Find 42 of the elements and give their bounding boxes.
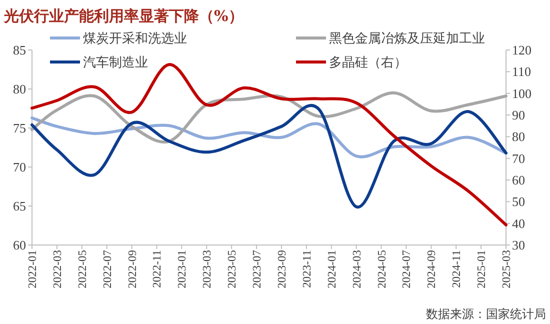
y2-tick-label: 80 [512,129,525,144]
chart-title: 光伏行业产能利用率显著下降（%） [3,7,244,25]
y2-tick-label: 40 [512,216,525,231]
legend-label: 汽车制造业 [83,56,148,70]
legend-label: 煤炭开采和洗选业 [83,32,187,46]
x-tick-label: 2025-03 [501,250,513,288]
x-tick-label: 2023-09 [276,250,288,288]
y-tick-label: 80 [13,82,26,96]
y-tick-label: 60 [13,238,26,252]
x-tick-label: 2022-05 [76,250,89,288]
x-tick-label: 2022-09 [126,250,139,288]
y2-tick-label: 120 [512,42,532,58]
y2-tick-label: 50 [512,194,525,210]
x-tick-label: 2023-07 [252,250,264,288]
y-tick-label: 75 [13,120,26,136]
y2-tick-label: 110 [512,64,532,80]
x-tick-label: 2024-01 [326,250,338,288]
x-tick-label: 2022-11 [152,250,164,288]
x-tick-label: 2024-03 [351,250,364,288]
x-tick-label: 2024-05 [376,250,388,288]
y2-tick-label: 100 [512,86,532,101]
x-tick-label: 2022-03 [52,250,64,288]
x-tick-label: 2023-11 [301,250,314,288]
legend-label: 黑色金属冶炼及压延加工业 [329,32,485,46]
x-tick-label: 2024-07 [401,250,414,288]
x-tick-label: 2023-01 [176,250,189,288]
y2-tick-label: 60 [512,172,525,188]
x-tick-label: 2022-07 [102,250,114,288]
source-note: 数据来源：国家统计局 [426,307,546,321]
y-tick-label: 65 [13,198,26,214]
legend-label: 多晶硅（右） [329,56,407,70]
x-tick-label: 2023-05 [226,250,239,288]
y-tick-label: 70 [13,160,26,174]
y2-tick-label: 70 [512,150,525,166]
y2-tick-label: 90 [512,108,525,122]
x-tick-label: 2023-03 [202,250,214,288]
x-tick-label: 2024-09 [426,250,438,288]
y-tick-label: 85 [13,42,26,58]
x-tick-label: 2024-11 [451,250,464,288]
x-tick-label: 2025-01 [476,250,488,288]
x-tick-label: 2022-01 [27,250,39,288]
y2-tick-label: 30 [512,238,525,252]
